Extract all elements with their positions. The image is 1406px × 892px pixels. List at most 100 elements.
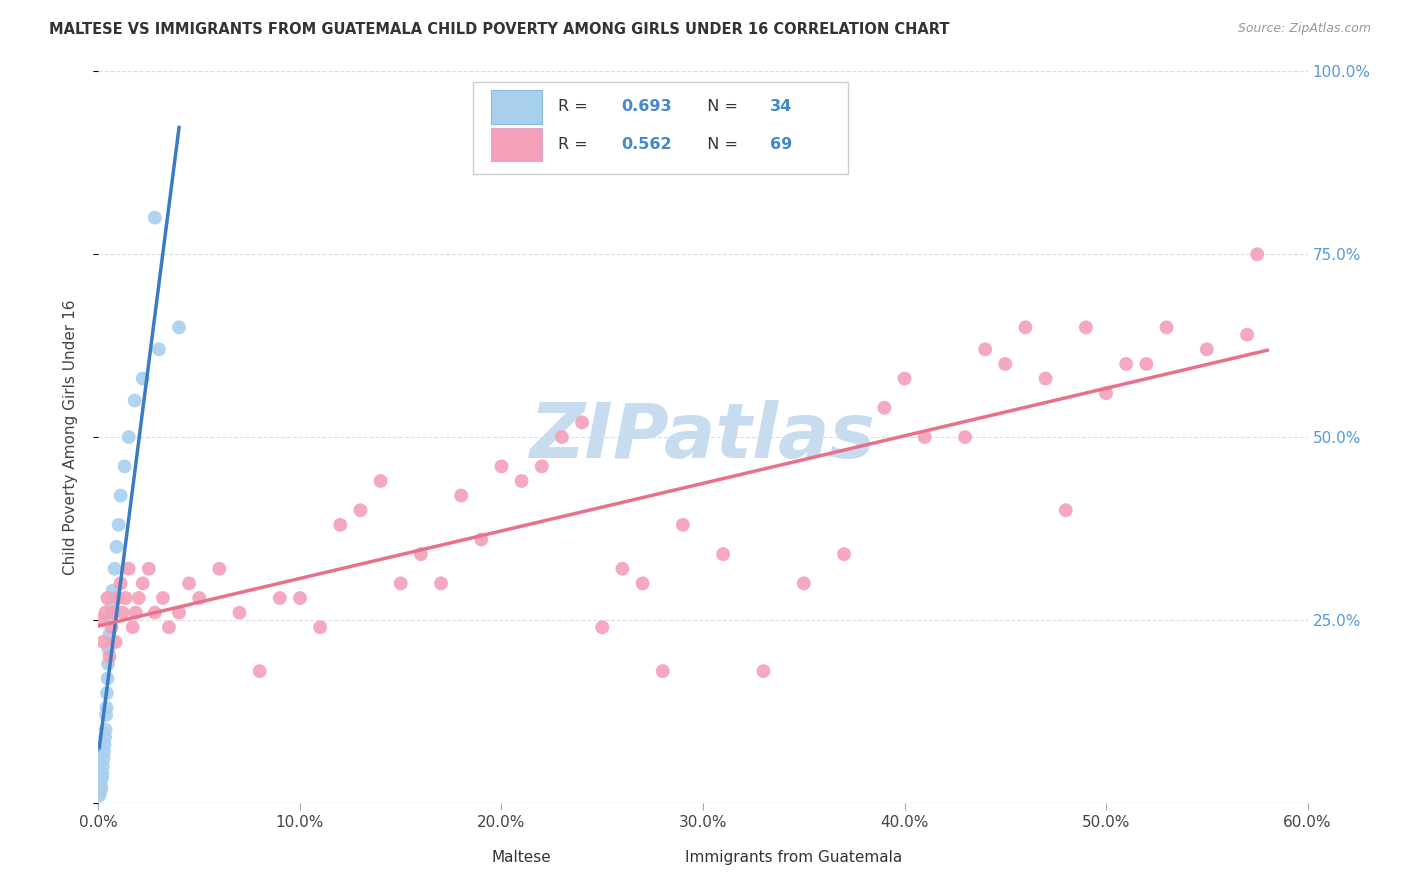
Point bbox=[1156, 320, 1178, 334]
Point bbox=[89, 778, 111, 792]
Text: R =: R = bbox=[558, 99, 593, 114]
Point bbox=[96, 686, 118, 700]
Point bbox=[91, 766, 114, 780]
Point bbox=[103, 606, 125, 620]
Point bbox=[1195, 343, 1218, 357]
Point bbox=[188, 591, 211, 605]
Point bbox=[94, 723, 117, 737]
Point bbox=[114, 459, 136, 474]
Point bbox=[208, 562, 231, 576]
Point bbox=[97, 642, 120, 657]
Point bbox=[90, 773, 112, 788]
Point bbox=[100, 599, 122, 613]
Point bbox=[100, 620, 122, 634]
Point bbox=[148, 343, 170, 357]
Text: Immigrants from Guatemala: Immigrants from Guatemala bbox=[685, 850, 903, 865]
Point bbox=[179, 576, 201, 591]
Point bbox=[430, 576, 453, 591]
Text: 0.693: 0.693 bbox=[621, 99, 672, 114]
FancyBboxPatch shape bbox=[492, 128, 543, 161]
Point bbox=[96, 700, 118, 714]
Point bbox=[491, 459, 513, 474]
Point bbox=[121, 620, 143, 634]
Point bbox=[551, 430, 574, 444]
Point bbox=[157, 620, 180, 634]
Point bbox=[143, 606, 166, 620]
Point bbox=[111, 606, 134, 620]
Point bbox=[132, 576, 155, 591]
Text: Maltese: Maltese bbox=[492, 850, 551, 865]
Point bbox=[143, 211, 166, 225]
Point bbox=[228, 606, 250, 620]
Point bbox=[530, 459, 553, 474]
Point bbox=[269, 591, 291, 605]
Point bbox=[118, 430, 141, 444]
Text: Source: ZipAtlas.com: Source: ZipAtlas.com bbox=[1237, 22, 1371, 36]
Point bbox=[752, 664, 775, 678]
Point bbox=[612, 562, 634, 576]
Point bbox=[167, 320, 190, 334]
FancyBboxPatch shape bbox=[434, 846, 482, 870]
Point bbox=[128, 591, 150, 605]
Point bbox=[90, 613, 112, 627]
Point bbox=[1095, 386, 1118, 401]
Point bbox=[571, 416, 593, 430]
Point bbox=[100, 613, 122, 627]
FancyBboxPatch shape bbox=[474, 82, 848, 174]
Point bbox=[103, 562, 125, 576]
Y-axis label: Child Poverty Among Girls Under 16: Child Poverty Among Girls Under 16 bbox=[63, 300, 77, 574]
Point bbox=[90, 781, 112, 796]
Point bbox=[370, 474, 392, 488]
Point bbox=[94, 730, 117, 744]
Text: ZIPatlas: ZIPatlas bbox=[530, 401, 876, 474]
Point bbox=[89, 785, 111, 799]
Text: 34: 34 bbox=[769, 99, 792, 114]
Point bbox=[1035, 371, 1057, 385]
Point bbox=[1135, 357, 1157, 371]
Point bbox=[1236, 327, 1258, 342]
Point bbox=[125, 606, 148, 620]
Point bbox=[107, 591, 129, 605]
Point bbox=[974, 343, 997, 357]
Point bbox=[93, 737, 115, 751]
Point bbox=[138, 562, 160, 576]
Point bbox=[389, 576, 412, 591]
Point bbox=[118, 562, 141, 576]
Point bbox=[1054, 503, 1077, 517]
Point bbox=[132, 371, 155, 385]
Point bbox=[91, 759, 114, 773]
Point bbox=[110, 489, 132, 503]
Point bbox=[510, 474, 533, 488]
Text: N =: N = bbox=[697, 137, 744, 153]
Point bbox=[651, 664, 673, 678]
Point bbox=[994, 357, 1017, 371]
Point bbox=[105, 540, 128, 554]
Point bbox=[832, 547, 855, 561]
Text: 69: 69 bbox=[769, 137, 792, 153]
Point bbox=[124, 393, 146, 408]
Point bbox=[1074, 320, 1097, 334]
Point bbox=[107, 517, 129, 532]
Point bbox=[93, 635, 115, 649]
Point bbox=[167, 606, 190, 620]
FancyBboxPatch shape bbox=[492, 90, 543, 124]
Point bbox=[793, 576, 815, 591]
Point bbox=[672, 517, 695, 532]
Point bbox=[1115, 357, 1137, 371]
Point bbox=[329, 517, 352, 532]
Text: MALTESE VS IMMIGRANTS FROM GUATEMALA CHILD POVERTY AMONG GIRLS UNDER 16 CORRELAT: MALTESE VS IMMIGRANTS FROM GUATEMALA CHI… bbox=[49, 22, 949, 37]
Point bbox=[94, 708, 117, 723]
Point bbox=[873, 401, 896, 415]
Point bbox=[631, 576, 654, 591]
Point bbox=[953, 430, 976, 444]
Point bbox=[914, 430, 936, 444]
Point bbox=[114, 591, 136, 605]
Point bbox=[101, 583, 124, 598]
Point bbox=[450, 489, 472, 503]
Point bbox=[591, 620, 613, 634]
Point bbox=[893, 371, 915, 385]
Point bbox=[409, 547, 432, 561]
Point bbox=[96, 591, 118, 605]
Point bbox=[93, 752, 115, 766]
Point bbox=[288, 591, 311, 605]
